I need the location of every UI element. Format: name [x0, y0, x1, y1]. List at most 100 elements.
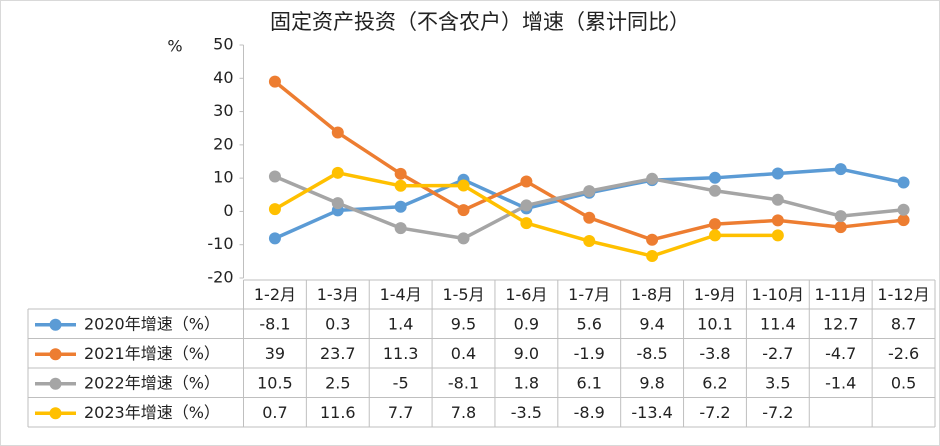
- point-marker: [834, 221, 847, 234]
- table-value: 3.5: [765, 373, 790, 392]
- point-marker: [646, 250, 659, 263]
- point-marker: [394, 222, 407, 235]
- point-marker: [834, 210, 847, 223]
- point-marker: [897, 203, 910, 216]
- point-marker: [331, 166, 344, 179]
- table-value: -3.8: [699, 344, 730, 363]
- point-marker: [646, 172, 659, 185]
- point-marker: [331, 126, 344, 139]
- point-marker: [897, 214, 910, 227]
- point-marker: [394, 179, 407, 192]
- point-marker: [708, 229, 721, 242]
- point-marker: [268, 170, 281, 183]
- chart-title: 固定资产投资（不含农户）增速（累计同比）: [270, 10, 690, 34]
- point-marker: [583, 211, 596, 224]
- table-value: 12.7: [823, 314, 859, 333]
- x-tick-label: 1-7月: [568, 285, 610, 304]
- table-value: 7.7: [388, 403, 413, 422]
- table-value: -3.5: [511, 403, 542, 422]
- point-marker: [268, 232, 281, 245]
- x-tick-label: 1-2月: [254, 285, 296, 304]
- legend-label: 2021年增速（%）: [84, 344, 220, 363]
- table-value: -1.4: [825, 373, 856, 392]
- x-tick-label: 1-3月: [317, 285, 359, 304]
- table-value: -8.5: [637, 344, 668, 363]
- table-value: -7.2: [699, 403, 730, 422]
- legend-label: 2023年增速（%）: [84, 403, 220, 422]
- table-value: -7.2: [762, 403, 793, 422]
- point-marker: [583, 185, 596, 198]
- x-tick-label: 1-6月: [505, 285, 547, 304]
- point-marker: [520, 199, 533, 212]
- table-value: 6.2: [702, 373, 727, 392]
- table-value: -8.1: [448, 373, 479, 392]
- table-value: 11.6: [320, 403, 356, 422]
- x-tick-label: 1-9月: [694, 285, 736, 304]
- table-value: -4.7: [825, 344, 856, 363]
- table-value: -2.7: [762, 344, 793, 363]
- point-marker: [771, 214, 784, 227]
- table-value: 9.4: [639, 314, 664, 333]
- table-value: 0.5: [891, 373, 916, 392]
- point-marker: [457, 204, 470, 217]
- y-tick-label: 40: [213, 68, 233, 87]
- y-tick-label: 50: [213, 35, 233, 54]
- table-value: 7.8: [451, 403, 476, 422]
- y-tick-label: 10: [213, 168, 233, 187]
- table-value: 9.5: [451, 314, 476, 333]
- table-value: -8.1: [259, 314, 290, 333]
- table-value: 0.4: [451, 344, 476, 363]
- table-value: -2.6: [888, 344, 919, 363]
- table-value: 39: [265, 344, 285, 363]
- point-marker: [583, 235, 596, 248]
- point-marker: [708, 171, 721, 184]
- table-value: -8.9: [574, 403, 605, 422]
- table-value: 11.4: [760, 314, 796, 333]
- x-tick-label: 1-4月: [380, 285, 422, 304]
- point-marker: [457, 179, 470, 192]
- x-tick-label: 1-12月: [877, 285, 929, 304]
- table-value: 11.3: [383, 344, 419, 363]
- x-tick-label: 1-5月: [442, 285, 484, 304]
- legend-label: 2022年增速（%）: [84, 373, 220, 392]
- point-marker: [771, 193, 784, 206]
- table-value: 9.8: [639, 373, 664, 392]
- table-value: -13.4: [631, 403, 672, 422]
- table-value: 0.3: [325, 314, 350, 333]
- point-marker: [834, 163, 847, 176]
- point-marker: [268, 203, 281, 216]
- point-marker: [394, 200, 407, 213]
- table-value: 2.5: [325, 373, 350, 392]
- point-marker: [708, 184, 721, 197]
- y-tick-label: -20: [207, 268, 233, 287]
- x-tick-label: 1-11月: [815, 285, 867, 304]
- table-value: 8.7: [891, 314, 916, 333]
- table-value: 6.1: [577, 373, 602, 392]
- legend-marker: [49, 407, 62, 420]
- point-marker: [897, 176, 910, 189]
- point-marker: [394, 167, 407, 180]
- x-tick-label: 1-10月: [752, 285, 804, 304]
- point-marker: [520, 217, 533, 230]
- table-value: 9.0: [514, 344, 539, 363]
- y-tick-label: 20: [213, 134, 233, 153]
- legend-marker: [49, 377, 62, 390]
- point-marker: [520, 175, 533, 188]
- point-marker: [646, 233, 659, 246]
- table-value: -1.9: [574, 344, 605, 363]
- table-value: 23.7: [320, 344, 356, 363]
- legend-label: 2020年增速（%）: [84, 314, 220, 333]
- table-value: 10.1: [697, 314, 733, 333]
- point-marker: [771, 229, 784, 242]
- table-value: 5.6: [577, 314, 602, 333]
- point-marker: [771, 167, 784, 180]
- table-value: 1.4: [388, 314, 413, 333]
- table-value: 1.8: [514, 373, 539, 392]
- table-value: 0.7: [262, 403, 287, 422]
- table-value: 10.5: [257, 373, 293, 392]
- table-value: 0.9: [514, 314, 539, 333]
- point-marker: [331, 197, 344, 210]
- y-axis-label: %: [167, 37, 182, 56]
- y-tick-label: 30: [213, 101, 233, 120]
